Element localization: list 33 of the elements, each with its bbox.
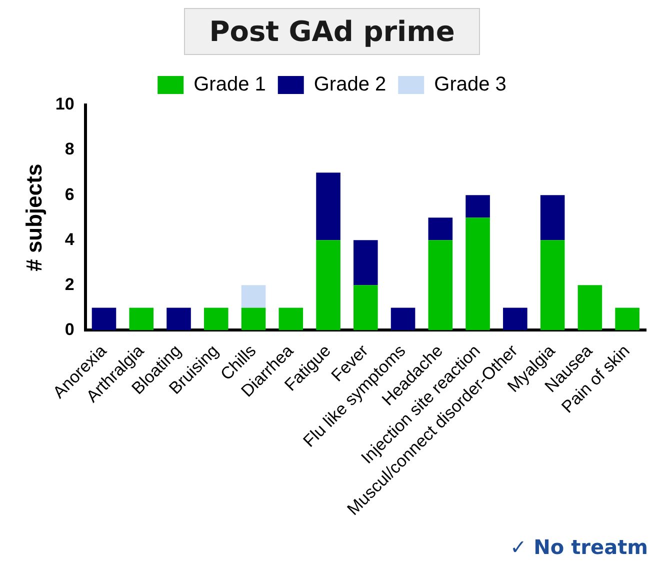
- y-tick-label: 4: [64, 230, 75, 249]
- bar: [316, 172, 340, 240]
- y-axis-title: # subjects: [21, 164, 46, 272]
- bar: [166, 308, 191, 330]
- bar: [390, 308, 416, 330]
- legend-label: Grade 2: [314, 74, 386, 96]
- bar: [278, 308, 304, 330]
- bar: [578, 285, 602, 330]
- bar: [428, 240, 453, 330]
- text: ✓ No treatm: [510, 535, 648, 560]
- bar: [428, 218, 453, 240]
- bar: [466, 195, 490, 218]
- y-tick-label: 2: [64, 274, 74, 294]
- chart-title: Post GAd prime: [184, 8, 480, 55]
- bar: [540, 195, 565, 240]
- y-tick-label: 6: [64, 184, 74, 204]
- bar: [466, 218, 490, 330]
- bar: [615, 308, 640, 330]
- legend-label: Grade 3: [434, 74, 506, 96]
- y-tick-label: 8: [64, 140, 74, 159]
- bar: [354, 285, 378, 330]
- bar: [204, 308, 228, 330]
- bar: [503, 308, 528, 330]
- bar: [241, 285, 266, 308]
- bar: [92, 308, 116, 330]
- y-tick-label: 10: [55, 94, 74, 114]
- y-tick-label: 0: [64, 320, 74, 339]
- bar: [354, 240, 378, 286]
- legend-label: Grade 1: [194, 74, 266, 96]
- bar: [241, 308, 266, 330]
- bar: [540, 240, 565, 330]
- bar: [316, 240, 340, 330]
- bar: [129, 308, 154, 330]
